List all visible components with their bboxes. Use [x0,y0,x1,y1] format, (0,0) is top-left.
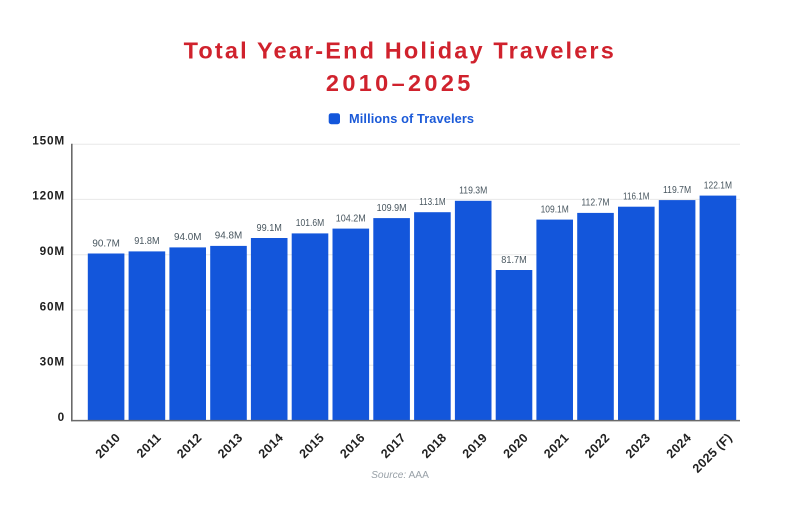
svg-text:109.9M: 109.9M [377,203,407,214]
svg-text:109.1M: 109.1M [541,204,569,215]
svg-text:Total Year-End Holiday Travele: Total Year-End Holiday Travelers [184,38,616,64]
svg-text:0: 0 [58,410,65,424]
svg-text:94.0M: 94.0M [174,232,202,243]
svg-text:116.1M: 116.1M [623,192,650,203]
svg-text:104.2M: 104.2M [336,213,366,224]
svg-text:Millions of Travelers: Millions of Travelers [349,111,474,126]
svg-text:60M: 60M [40,299,65,313]
svg-text:119.7M: 119.7M [663,185,691,196]
svg-text:81.7M: 81.7M [501,255,526,266]
svg-text:113.1M: 113.1M [419,197,446,208]
svg-text:30M: 30M [40,355,65,369]
svg-text:150M: 150M [32,134,65,148]
svg-text:112.7M: 112.7M [581,198,609,209]
svg-text:91.8M: 91.8M [134,236,159,247]
svg-text:122.1M: 122.1M [704,180,732,191]
svg-text:120M: 120M [32,189,65,203]
svg-text:119.3M: 119.3M [459,186,487,197]
svg-text:90.7M: 90.7M [92,238,120,249]
svg-text:Source: AAA: Source: AAA [371,470,429,481]
svg-text:99.1M: 99.1M [257,223,282,234]
svg-text:2010–2025: 2010–2025 [326,70,474,96]
svg-text:94.8M: 94.8M [215,231,243,242]
svg-text:101.6M: 101.6M [296,218,325,229]
svg-text:90M: 90M [40,244,65,258]
